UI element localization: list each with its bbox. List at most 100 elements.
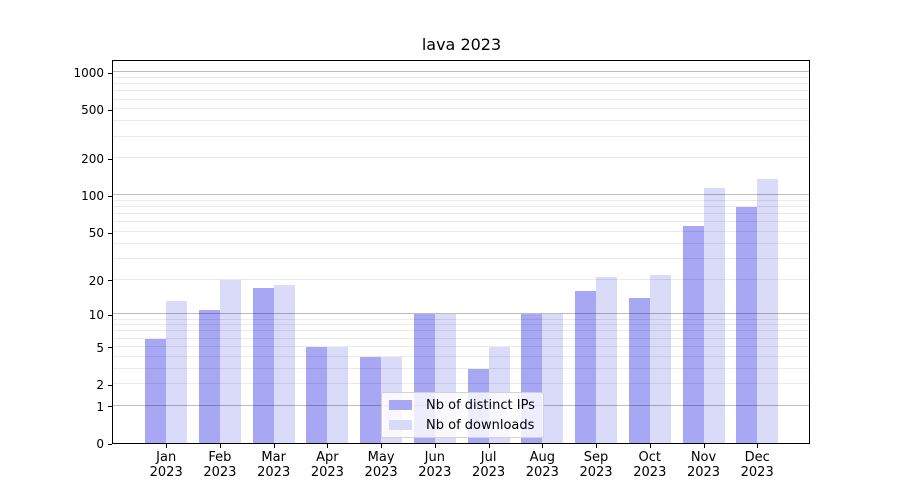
bar-downloads-oct [649, 274, 671, 443]
gridline-y-5 [113, 345, 809, 347]
x-tick-label-dec: Dec 2023 [740, 450, 774, 480]
bar-downloads-jan [166, 301, 188, 443]
x-tick-mark-sep [596, 444, 597, 448]
y-tick-mark-1 [108, 406, 112, 407]
x-tick-mark-oct [650, 444, 651, 448]
bar-downloads-feb [219, 279, 241, 443]
gridline-y-50 [113, 231, 809, 232]
legend-item-distinct-ips: Nb of distinct IPs [382, 395, 543, 415]
bar-downloads-dec [757, 178, 779, 443]
bar-distinct-ips-oct [628, 297, 650, 443]
bar-downloads-nov [703, 187, 725, 443]
y-tick-mark-0 [108, 444, 112, 445]
x-tick-label-sep: Sep 2023 [579, 450, 613, 480]
y-tick-mark-2 [108, 385, 112, 386]
x-tick-label-jun: Jun 2023 [418, 450, 452, 480]
gridline-y-70 [113, 213, 809, 215]
x-tick-label-feb: Feb 2023 [203, 450, 237, 480]
gridline-y-8 [113, 324, 809, 326]
bar-distinct-ips-nov [682, 226, 704, 443]
gridline-y-700 [113, 90, 809, 92]
x-tick-label-nov: Nov 2023 [686, 450, 721, 480]
gridline-y-80 [113, 206, 809, 208]
x-tick-label-jul: Jul 2023 [472, 450, 506, 480]
x-tick-mark-aug [542, 444, 543, 448]
gridline-y-2 [113, 383, 809, 385]
x-tick-mark-jun [435, 444, 436, 448]
gridline-y-3 [113, 367, 809, 369]
gridline-y-10 [113, 313, 809, 315]
y-tick-label-200: 200 [81, 152, 104, 167]
gridline-y-900 [113, 76, 809, 78]
x-tick-mark-feb [220, 444, 221, 448]
y-tick-mark-5 [108, 347, 112, 348]
y-tick-mark-100 [108, 196, 112, 197]
y-tick-mark-1000 [108, 73, 112, 74]
y-tick-label-500: 500 [81, 103, 104, 118]
legend-swatch-icon [389, 420, 412, 430]
y-tick-label-20: 20 [88, 273, 104, 288]
plot-area [112, 60, 810, 444]
x-tick-mark-jul [489, 444, 490, 448]
gridline-y-4 [113, 355, 809, 357]
x-tick-label-mar: Mar 2023 [257, 450, 291, 480]
gridline-y-7 [113, 330, 809, 332]
gridline-y-200 [113, 157, 809, 159]
bar-downloads-sep [596, 277, 617, 443]
legend-label: Nb of downloads [426, 417, 535, 433]
gridline-y-800 [113, 83, 809, 85]
bar-distinct-ips-sep [575, 291, 596, 443]
x-tick-mark-jan [166, 444, 167, 448]
y-tick-label-1000: 1000 [73, 66, 104, 81]
gridline-y-300 [113, 135, 809, 137]
y-tick-label-100: 100 [81, 189, 104, 204]
bar-distinct-ips-jan [145, 338, 167, 443]
y-tick-label-50: 50 [88, 226, 104, 240]
gridline-y-20 [113, 278, 809, 280]
gridline-y-60 [113, 221, 809, 223]
gridline-y-40 [113, 242, 809, 244]
bar-distinct-ips-apr [306, 346, 328, 443]
y-tick-mark-200 [108, 159, 112, 160]
gridline-y-90 [113, 200, 809, 201]
bar-downloads-mar [273, 285, 295, 443]
gridline-y-600 [113, 98, 809, 100]
x-tick-label-oct: Oct 2023 [633, 450, 667, 480]
bar-distinct-ips-feb [198, 309, 220, 443]
y-tick-label-10: 10 [88, 308, 104, 323]
x-tick-label-may: May 2023 [364, 450, 398, 480]
x-tick-mark-apr [327, 444, 328, 448]
y-tick-label-1: 1 [96, 399, 104, 414]
y-tick-label-0: 0 [96, 437, 104, 451]
gridline-y-9 [113, 318, 809, 320]
legend-label: Nb of distinct IPs [426, 397, 535, 413]
y-tick-mark-10 [108, 315, 112, 316]
x-tick-mark-nov [704, 444, 705, 448]
x-tick-label-aug: Aug 2023 [525, 450, 559, 480]
legend: Nb of distinct IPs Nb of downloads [381, 392, 544, 438]
x-tick-mark-mar [274, 444, 275, 448]
y-tick-mark-500 [108, 110, 112, 111]
gridline-y-1000 [113, 71, 809, 73]
y-tick-label-2: 2 [96, 378, 104, 393]
gridline-y-100 [113, 194, 809, 196]
y-tick-mark-50 [108, 233, 112, 234]
x-tick-mark-dec [757, 444, 758, 448]
legend-swatch-icon [389, 400, 412, 410]
bar-distinct-ips-dec [736, 206, 758, 443]
bar-downloads-aug [542, 314, 564, 443]
x-tick-label-apr: Apr 2023 [310, 450, 344, 480]
y-tick-label-5: 5 [96, 340, 104, 355]
x-tick-mark-may [381, 444, 382, 448]
gridline-y-6 [113, 337, 809, 339]
gridline-y-500 [113, 108, 809, 110]
legend-item-downloads: Nb of downloads [382, 415, 543, 435]
x-tick-label-jan: Jan 2023 [149, 450, 183, 480]
chart-title: lava 2023 [421, 35, 502, 54]
y-tick-mark-20 [108, 280, 112, 281]
bar-distinct-ips-mar [252, 287, 274, 443]
gridline-y-30 [113, 257, 809, 259]
gridline-y-400 [113, 120, 809, 122]
bar-downloads-apr [327, 346, 349, 443]
